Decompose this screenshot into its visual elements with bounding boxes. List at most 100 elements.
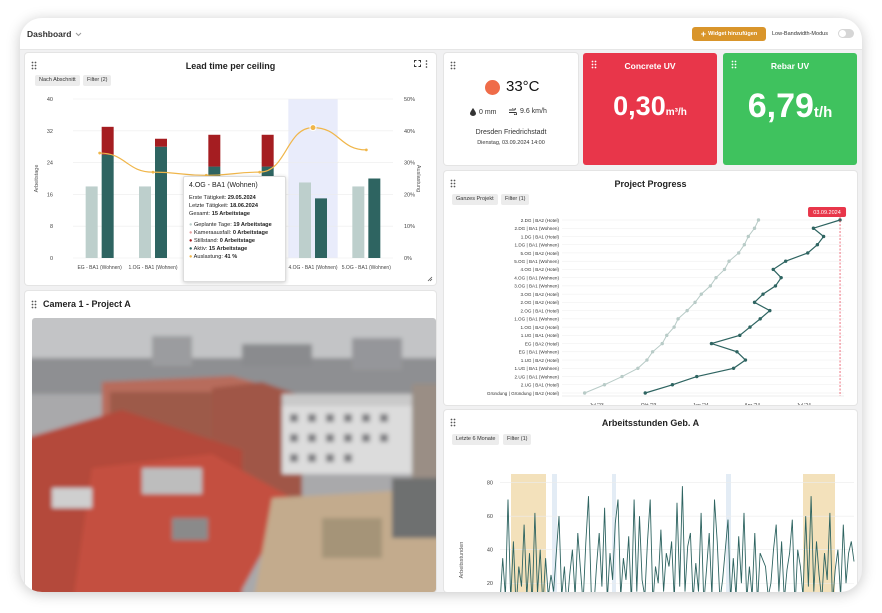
low-bandwidth-toggle[interactable] — [838, 29, 854, 38]
rebar-uv-title: Rebar UV — [770, 61, 810, 71]
progress-point — [670, 383, 675, 387]
y-tick-label: 2.OG | BA2 (Hotel) — [521, 300, 560, 305]
progress-point — [676, 317, 680, 321]
drag-handle-icon[interactable] — [450, 179, 456, 188]
progress-point — [650, 350, 655, 354]
location: Dresden Friedrichstadt — [475, 129, 547, 136]
concrete-value-number: 0,30 — [613, 91, 666, 121]
filter-chip-filter[interactable]: Filter (1) — [503, 434, 532, 445]
bar-planned — [85, 186, 98, 258]
y-tick-label: 2.DG | BA2 (Hotel) — [521, 218, 560, 223]
concrete-uv-value: 0,30m³/h — [583, 91, 717, 122]
camera-image[interactable] — [32, 318, 436, 592]
bar-standstill — [208, 134, 221, 167]
project-progress-chart: Gründung | Gründung | BA2 (Hotel) 2.UG | … — [487, 207, 847, 405]
x-tick-label: 5.OG - BA1 (Wohnen) — [342, 265, 391, 271]
y-tick-label: 80 — [487, 481, 493, 487]
progress-point — [660, 341, 664, 346]
y2-tick-label: 10% — [404, 224, 415, 230]
y-tick-label: 2.UG | BA1 (Wohnen) — [514, 374, 559, 379]
y2-axis-label: Auslastung — [415, 165, 421, 192]
y-tick-label: 20 — [487, 581, 493, 587]
concrete-uv-title: Concrete UV — [624, 61, 676, 71]
progress-series-line — [645, 219, 841, 394]
bar-tooltip: 4.OG - BA1 (Wohnen) Erste Tätigkeit: 29.… — [183, 176, 286, 282]
filter-chip-range[interactable]: Letzte 6 Monate — [452, 434, 500, 445]
y-tick-label: 32 — [47, 129, 53, 135]
utilization-point — [258, 170, 262, 174]
rebar-uv-value: 6,79t/h — [723, 87, 857, 126]
filter-chip-section[interactable]: Nach Abschnitt — [35, 75, 80, 86]
drag-handle-icon[interactable] — [731, 60, 737, 69]
progress-point — [779, 275, 783, 280]
low-bandwidth-label: Low-Bandwidth-Modus — [772, 31, 828, 37]
progress-point — [773, 284, 778, 288]
y-tick-label: 24 — [47, 161, 53, 167]
weather-date: Dienstag, 03.09.2024 14:00 — [477, 140, 545, 146]
drag-handle-icon[interactable] — [31, 61, 37, 70]
tooltip-last-activity: Letzte Tätigkeit: 18.06.2024 — [189, 203, 258, 209]
y-tick-label: Gründung | Gründung | BA2 (Hotel) — [487, 391, 560, 396]
progress-point — [636, 366, 640, 370]
hover-highlight-band — [288, 99, 338, 258]
camera-title: Camera 1 - Project A — [43, 299, 131, 309]
bar-active — [368, 178, 381, 258]
tooltip-total: Gesamt: 15 Arbeitstage — [189, 211, 251, 217]
progress-point — [821, 234, 826, 239]
tooltip-row: ● Aktiv: 15 Arbeitstage — [189, 246, 248, 252]
dashboard-selector[interactable]: Dashboard — [27, 29, 82, 39]
utilization-point — [364, 148, 368, 152]
expand-icon[interactable] — [414, 60, 421, 67]
progress-point — [771, 267, 775, 272]
progress-point — [620, 374, 624, 379]
drag-handle-icon[interactable] — [591, 60, 597, 69]
y-tick-label: 3.OG | BA2 (Hotel) — [521, 292, 560, 297]
tooltip-row: ● Kameraausfall: 0 Arbeitstage — [189, 230, 269, 236]
y-tick-label: 4.OG | BA1 (Wohnen) — [514, 275, 559, 280]
more-options-icon[interactable] — [425, 60, 428, 68]
utilization-point — [98, 151, 102, 155]
progress-point — [742, 243, 747, 247]
filter-chip-filter[interactable]: Filter (2) — [83, 75, 112, 86]
rebar-uv-card: Rebar UV 6,79t/h — [723, 53, 857, 165]
drag-handle-icon[interactable] — [450, 418, 456, 427]
progress-point — [714, 275, 718, 280]
bar-standstill — [261, 134, 274, 167]
progress-point — [693, 300, 697, 305]
y-tick-label: 40 — [47, 97, 53, 103]
work-hours-line — [500, 486, 855, 592]
y2-tick-label: 30% — [404, 161, 415, 167]
tooltip-first-activity: Erste Tätigkeit: 29.05.2024 — [189, 195, 256, 201]
progress-point — [722, 267, 727, 272]
add-widget-button[interactable]: + Widget hinzufügen — [692, 27, 766, 41]
y-tick-label: 2.OG | BA1 (Hotel) — [521, 308, 560, 313]
light-shading — [612, 474, 616, 592]
drag-handle-icon[interactable] — [450, 61, 456, 70]
y-tick-label: 2.DG | BA1 (Wohnen) — [514, 226, 559, 231]
today-badge — [808, 207, 847, 217]
drag-handle-icon[interactable] — [31, 300, 37, 309]
filter-chip-filter[interactable]: Filter (1) — [501, 194, 530, 205]
x-tick-label: 4.OG - BA1 (Wohnen) — [288, 265, 337, 271]
progress-point — [761, 292, 765, 296]
progress-point — [708, 284, 713, 288]
progress-point — [746, 234, 751, 239]
progress-point — [695, 374, 699, 379]
x-tick-label: EG - BA1 (Wohnen) — [77, 265, 122, 271]
y2-tick-label: 50% — [404, 97, 415, 103]
plus-icon: + — [700, 28, 707, 39]
y-tick-label: 1.UG | BA1 (Hotel) — [521, 333, 560, 338]
project-progress-card: Project Progress Ganzes Projekt Filter (… — [444, 171, 857, 405]
progress-point — [685, 308, 689, 313]
work-hours-title: Arbeitsstunden Geb. A — [601, 418, 700, 428]
progress-series-line — [584, 219, 759, 394]
y-tick-label: 5.OG | BA1 (Wohnen) — [514, 259, 559, 264]
rebar-value-unit: t/h — [813, 104, 833, 121]
filter-chip-range[interactable]: Ganzes Projekt — [452, 194, 498, 205]
x-tick-label: Apr '24 — [744, 403, 760, 405]
wind-info: 9.6 km/h — [509, 108, 547, 115]
y2-tick-label: 20% — [404, 192, 415, 198]
resize-handle-icon[interactable] — [427, 276, 433, 282]
progress-point — [582, 391, 587, 395]
bar-planned — [299, 182, 311, 258]
